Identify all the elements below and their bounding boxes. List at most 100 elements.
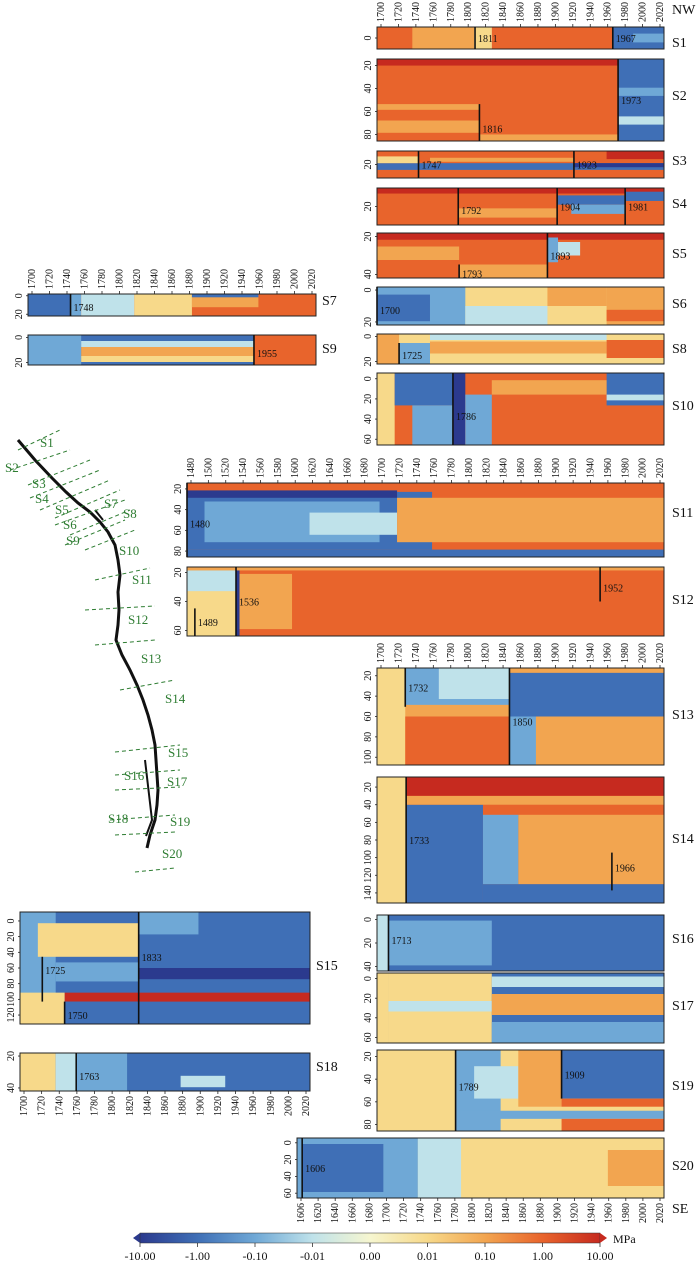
x-tick-label: 1760 <box>428 2 439 22</box>
x-tick-label: 1940 <box>586 458 597 478</box>
x-tick-label: 1940 <box>237 269 248 289</box>
heatmap-cell <box>377 668 406 765</box>
x-tick-label: 1760 <box>433 1203 444 1223</box>
heatmap-cell <box>64 992 310 1002</box>
x-tick-label: 1880 <box>178 1096 189 1116</box>
heatmap-cell <box>452 373 466 445</box>
x-tick-label: 1900 <box>550 643 561 663</box>
map-segment-label: S4 <box>35 491 49 506</box>
heatmap-cell <box>377 27 413 49</box>
x-tick-label: 1840 <box>498 2 509 22</box>
x-tick-label: 1800 <box>467 1203 478 1223</box>
x-tick-label: 2020 <box>655 643 666 663</box>
heatmap-cell <box>455 1110 664 1119</box>
map-segment-label: S12 <box>128 612 148 627</box>
colorbar-tick-label: -10.00 <box>125 1249 156 1263</box>
x-tick-label: 2000 <box>638 1203 649 1223</box>
rupture-year: 1952 <box>603 584 623 595</box>
rupture-year: 1904 <box>560 203 580 214</box>
heatmap-cell <box>64 1001 139 1024</box>
x-tick-label: 2000 <box>638 643 649 663</box>
x-tick-label: 1840 <box>499 458 510 478</box>
y-tick-label: 40 <box>363 691 374 701</box>
x-tick-label: 1720 <box>399 1203 410 1223</box>
heatmap-cell <box>606 309 664 322</box>
heatmap-cell <box>547 287 607 306</box>
map-segment-boundary <box>84 529 136 551</box>
panel-frame <box>376 972 665 1044</box>
rupture-year: 1955 <box>257 349 277 360</box>
y-tick-label: 20 <box>363 993 374 1003</box>
heatmap-cell <box>547 237 559 263</box>
heatmap-cell <box>535 716 664 765</box>
rupture-year: 1786 <box>456 412 476 423</box>
map-segment-label: S10 <box>119 543 139 558</box>
y-tick-label: 0 <box>363 917 374 922</box>
x-tick-label: 1760 <box>428 643 439 663</box>
y-tick-label: 40 <box>6 1083 17 1093</box>
heatmap-cell <box>377 156 419 164</box>
x-tick-label: 2020 <box>655 1203 666 1223</box>
heatmap-cell <box>377 334 400 364</box>
y-tick-label: 0 <box>14 293 25 298</box>
y-tick-label: 40 <box>363 800 374 810</box>
y-tick-label: 80 <box>363 1120 374 1130</box>
rupture-year: 1850 <box>512 717 532 728</box>
x-tick-label: 1900 <box>195 1096 206 1116</box>
panel-frame <box>376 372 665 446</box>
panel-s19: 1789 1909 20 40 60 80 S19 <box>363 1049 694 1132</box>
x-tick-label: 1920 <box>568 643 579 663</box>
y-tick-label: 120 <box>363 868 374 883</box>
segment-label: S1 <box>672 36 687 51</box>
y-tick-label: 100 <box>6 992 17 1007</box>
heatmap-cell <box>81 347 254 356</box>
x-tick-label: 1940 <box>231 1096 242 1116</box>
heatmap-cell <box>187 549 664 557</box>
y-tick-label: 80 <box>6 979 17 989</box>
panel-frame <box>376 1049 665 1132</box>
y-tick-label: 20 <box>14 358 25 368</box>
y-tick-label: 0 <box>363 36 374 41</box>
heatmap-cell <box>20 1053 56 1091</box>
panel-s3: 1747 1923 20 S3 <box>363 150 687 179</box>
x-tick-label: 1760 <box>72 1096 83 1116</box>
heatmap-cell <box>138 968 310 980</box>
heatmap-cell <box>377 915 389 971</box>
rupture-year: 1981 <box>628 203 648 214</box>
heatmap-cell <box>253 335 316 365</box>
colorbar-tick-label: 1.00 <box>532 1249 553 1263</box>
map-segment-label: S3 <box>32 476 46 491</box>
heatmap-cell <box>28 294 71 316</box>
heatmap-cell <box>302 1144 384 1192</box>
heatmap-cell <box>236 567 240 636</box>
heatmap-cell <box>412 405 453 445</box>
panel-s12: 1489 1536 1952 20 40 60 S12 <box>173 566 694 637</box>
x-tick-label: 1540 <box>238 458 249 478</box>
segment-label: S2 <box>672 89 687 104</box>
y-tick-label: 0 <box>283 1140 294 1145</box>
heatmap-cell <box>491 27 613 49</box>
rupture-year: 1816 <box>482 125 502 136</box>
heatmap-cell <box>509 672 664 717</box>
rupture-year: 1725 <box>45 966 65 977</box>
rupture-year: 1811 <box>478 34 498 45</box>
heatmap-cell <box>606 151 664 160</box>
colorbar-unit: MPa <box>613 1232 636 1246</box>
x-tick-label: 1480 <box>186 458 197 478</box>
x-tick-label: 1980 <box>620 2 631 22</box>
y-tick-label: 20 <box>6 932 17 942</box>
panel-s4: 1792 1904 1981 20 S4 <box>363 187 687 226</box>
colorbar-tick-label: -1.00 <box>185 1249 210 1263</box>
panel-s14: 1733 1966 20 40 60 80 100 120 140 S14 <box>363 776 694 904</box>
x-tick-label: 1560 <box>255 458 266 478</box>
x-tick-label: 1920 <box>220 269 231 289</box>
rupture-year: 1732 <box>408 683 428 694</box>
heatmap-cell <box>377 973 389 1043</box>
map-segment-boundary <box>64 519 126 546</box>
map-segment-label: S9 <box>66 533 80 548</box>
segment-label: S16 <box>672 932 694 947</box>
y-tick-label: 20 <box>173 484 184 494</box>
heatmap-cell <box>191 294 259 298</box>
map-segment-boundary <box>69 509 131 536</box>
heatmap-cell <box>491 994 664 1015</box>
